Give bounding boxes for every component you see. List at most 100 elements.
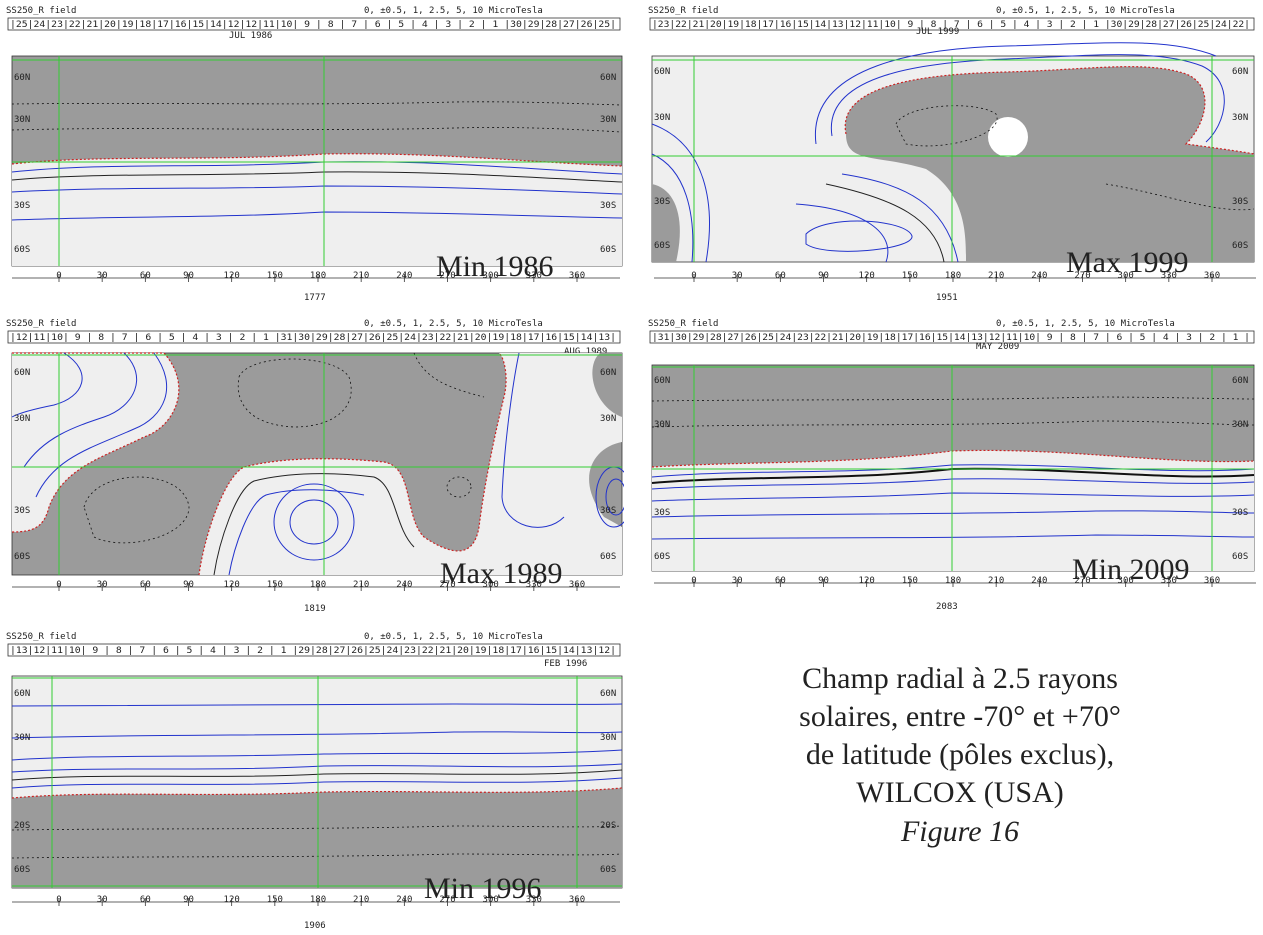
figure-number: Figure 16 (900, 815, 1020, 848)
lon-tick-label: 150 (902, 271, 918, 281)
lon-tick-label: 120 (859, 576, 875, 586)
lat-label: 60N (654, 67, 670, 77)
panel-max-1989: SS250_R field 0, ±0.5, 1, 2.5, 5, 10 Mic… (6, 319, 624, 613)
lon-tick-label: 180 (310, 580, 326, 590)
panel-label: Min 1986 (436, 250, 554, 283)
lat-label: 60N (600, 689, 616, 699)
lon-tick-label: 90 (818, 271, 829, 281)
lon-tick-label: 150 (267, 271, 283, 281)
panel-label: Min 1996 (424, 872, 542, 905)
plot-area (651, 42, 1255, 263)
panel-date: MAY 2009 (976, 342, 1019, 352)
lon-tick-label: 210 (353, 271, 369, 281)
panel-header-left: SS250_R field (648, 6, 718, 16)
lat-label: 30S (1232, 197, 1248, 207)
panel-min-1986: SS250_R field 0, ±0.5, 1, 2.5, 5, 10 Mic… (6, 6, 623, 300)
lat-label: 30N (600, 733, 616, 743)
lat-label: 20S (14, 821, 30, 831)
lon-tick-label: 150 (902, 576, 918, 586)
lon-tick-label: 60 (140, 271, 151, 281)
lat-label: 30N (654, 420, 670, 430)
lat-label: 60N (1232, 376, 1248, 386)
lon-tick-label: 330 (526, 895, 542, 905)
panel-header-right: 0, ±0.5, 1, 2.5, 5, 10 MicroTesla (364, 632, 543, 642)
lat-label: 60S (14, 552, 30, 562)
lat-label: 60S (1232, 241, 1248, 251)
lon-tick-label: 330 (526, 580, 542, 590)
lon-tick-label: 30 (97, 895, 108, 905)
panel-max-1999: SS250_R field 0, ±0.5, 1, 2.5, 5, 10 Mic… (648, 6, 1256, 300)
lon-tick-label: 210 (353, 895, 369, 905)
lon-tick-label: 180 (945, 576, 961, 586)
rotation-day-strip: |31|30|29|28|27|26|25|24|23|22|21|20|19|… (652, 333, 1250, 343)
caption-line: WILCOX (USA) (856, 776, 1064, 809)
lon-tick-label: 240 (396, 580, 412, 590)
lat-label: 60N (600, 368, 616, 378)
lon-tick-label: 150 (267, 580, 283, 590)
lat-label: 60S (600, 865, 616, 875)
longitude-axis: 0 30 60 90 120 150 180 210 240 270 300 330 360 (654, 271, 1256, 282)
figure-caption: Champ radial à 2.5 rayons solaires, entr… (680, 660, 1240, 852)
lat-label: 30S (14, 201, 30, 211)
panel-label: Min 2009 (1072, 553, 1190, 586)
lon-tick-label: 330 (1161, 271, 1177, 281)
lon-tick-label: 120 (224, 271, 240, 281)
lon-tick-label: 150 (267, 895, 283, 905)
lon-tick-label: 60 (775, 271, 786, 281)
lon-tick-label: 270 (1074, 271, 1090, 281)
panel-header-left: SS250_R field (6, 632, 76, 642)
lat-label: 60S (14, 865, 30, 875)
lon-tick-label: 300 (1118, 576, 1134, 586)
longitude-axis: 0 30 60 90 120 150 180 210 240 270 300 330 360 (12, 580, 620, 591)
plot-area (11, 352, 624, 576)
lat-label: 60S (600, 245, 616, 255)
panel-header-left: SS250_R field (648, 319, 718, 329)
rotation-number: 1819 (304, 604, 326, 613)
rotation-number: 1777 (304, 293, 326, 300)
lon-tick-label: 90 (183, 271, 194, 281)
lon-tick-label: 30 (97, 271, 108, 281)
panel-date: AUG 1989 (564, 347, 607, 357)
lon-tick-label: 300 (483, 271, 499, 281)
panel-header-right: 0, ±0.5, 1, 2.5, 5, 10 MicroTesla (364, 6, 543, 16)
panel-header-right: 0, ±0.5, 1, 2.5, 5, 10 MicroTesla (996, 319, 1175, 329)
lon-tick-label: 240 (396, 271, 412, 281)
lon-tick-label: 360 (569, 580, 585, 590)
lon-tick-label: 120 (224, 580, 240, 590)
rotation-day-strip: |23|22|21|20|19|18|17|16|15|14|13|12|11|… (652, 20, 1250, 30)
longitude-axis: 0 30 60 90 120 150 180 210 240 270 300 330 360 (12, 271, 620, 282)
lon-tick-label: 120 (224, 895, 240, 905)
lon-tick-label: 90 (818, 576, 829, 586)
lat-label: 60N (600, 73, 616, 83)
lat-label: 60N (654, 376, 670, 386)
lat-label: 60S (14, 245, 30, 255)
lat-label: 30S (654, 508, 670, 518)
longitude-axis: 0 30 60 90 120 150 180 210 240 270 300 330 360 (654, 576, 1256, 587)
lon-tick-label: 0 (691, 576, 696, 586)
lat-label: 30N (14, 414, 30, 424)
lat-label: 30N (600, 414, 616, 424)
lat-label: 30S (600, 201, 616, 211)
lon-tick-label: 330 (1161, 576, 1177, 586)
lon-tick-label: 210 (988, 576, 1004, 586)
lon-tick-label: 60 (140, 580, 151, 590)
lon-tick-label: 180 (310, 271, 326, 281)
lon-tick-label: 270 (439, 580, 455, 590)
lon-tick-label: 0 (691, 271, 696, 281)
lat-label: 30S (1232, 508, 1248, 518)
lon-tick-label: 120 (859, 271, 875, 281)
lat-label: 60N (1232, 67, 1248, 77)
lon-tick-label: 30 (97, 580, 108, 590)
lat-label: 30S (600, 506, 616, 516)
lon-tick-label: 360 (569, 895, 585, 905)
lat-label: 20S (600, 821, 616, 831)
lon-tick-label: 240 (396, 895, 412, 905)
plot-area (11, 55, 623, 267)
lon-tick-label: 240 (1031, 271, 1047, 281)
lon-tick-label: 60 (775, 576, 786, 586)
panel-min-2009: SS250_R field 0, ±0.5, 1, 2.5, 5, 10 Mic… (648, 319, 1256, 612)
panel-date: JUL 1999 (916, 27, 959, 37)
lon-tick-label: 300 (483, 895, 499, 905)
lon-tick-label: 90 (183, 580, 194, 590)
lat-label: 30N (14, 733, 30, 743)
